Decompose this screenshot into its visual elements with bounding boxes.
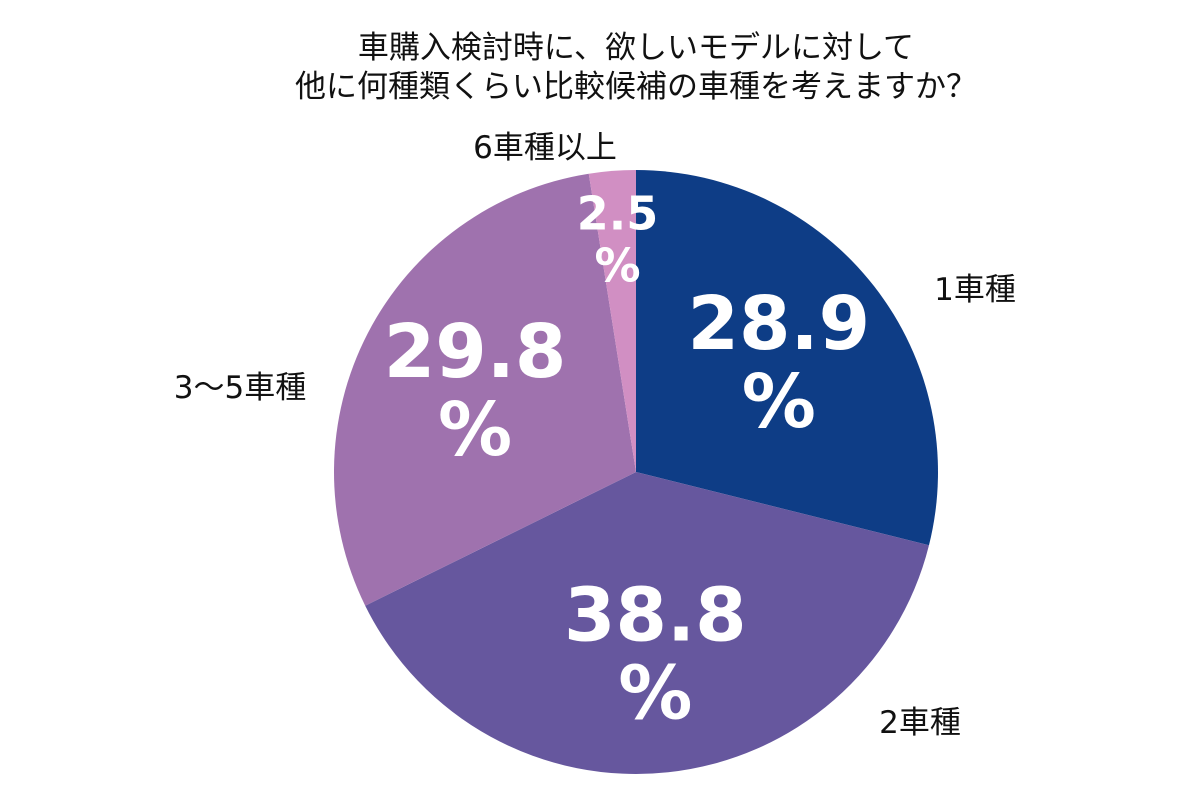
pie-slices <box>334 170 938 774</box>
pie-slice-4 <box>588 170 636 472</box>
slice-category-label-3: 3〜5車種 <box>174 370 306 406</box>
slice-percent-sign-4: % <box>594 238 640 292</box>
slice-percent-sign-2: % <box>618 650 692 736</box>
pie-slice-1 <box>636 170 938 546</box>
chart-title-line-1: 車購入検討時に、欲しいモデルに対して <box>358 30 914 66</box>
slice-category-label-4: 6車種以上 <box>473 130 617 166</box>
slice-value-label-4: 2.5 <box>577 186 659 240</box>
slice-value-label-3: 29.8 <box>384 309 567 395</box>
slice-category-label-2: 2車種 <box>879 705 961 741</box>
pie-value-labels: 28.9%38.8%29.8%2.5% <box>384 186 870 736</box>
pie-slice-2 <box>365 472 929 774</box>
slice-value-label-1: 28.9 <box>688 281 871 367</box>
slice-category-label-1: 1車種 <box>934 272 1016 308</box>
chart-title-line-2: 他に何種類くらい比較候補の車種を考えますか？ <box>295 69 977 105</box>
slice-percent-sign-1: % <box>742 359 816 445</box>
pie-slice-3 <box>334 173 636 606</box>
slice-value-label-2: 38.8 <box>564 572 747 658</box>
pie-category-labels: 1車種 2車種 3〜5車種 6車種以上 <box>174 130 1016 741</box>
slice-percent-sign-3: % <box>438 387 512 473</box>
